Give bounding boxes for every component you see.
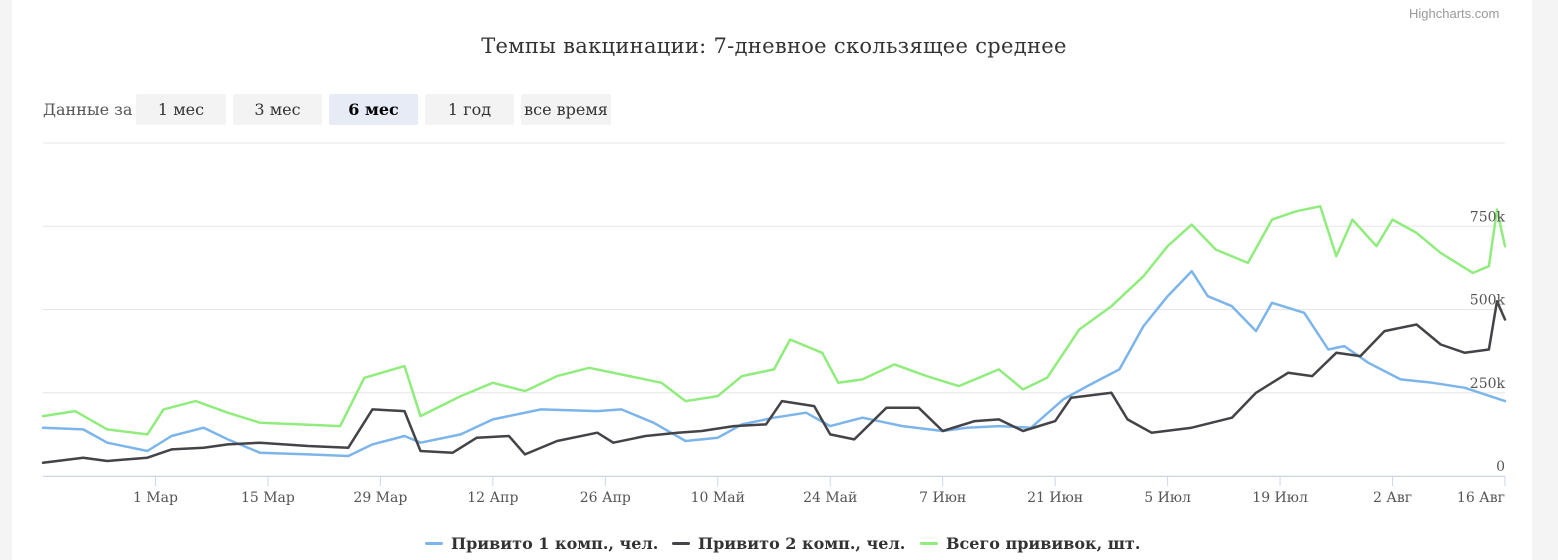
- credits-link[interactable]: Highcharts.com: [1409, 6, 1500, 21]
- chart-title: Темпы вакцинации: 7-дневное скользящее с…: [481, 34, 1067, 58]
- range-button[interactable]: 6 мес: [329, 94, 418, 125]
- legend-label: Привито 1 комп., чел.: [451, 533, 659, 553]
- series-line: [41, 299, 1507, 464]
- legend-label: Всего прививок, шт.: [946, 533, 1141, 553]
- legend-item[interactable]: Всего прививок, шт.: [920, 532, 1140, 554]
- range-button[interactable]: все время: [521, 94, 611, 125]
- x-tick-label: 7 Июн: [919, 490, 966, 506]
- x-tick-label: 16 Авг: [1457, 490, 1505, 506]
- range-selector-label: Данные за: [43, 100, 133, 119]
- range-button[interactable]: 1 мес: [136, 94, 226, 125]
- x-tick-label: 5 Июл: [1144, 490, 1191, 506]
- legend-item[interactable]: Привито 2 комп., чел.: [672, 532, 905, 554]
- x-tick-label: 10 Май: [691, 490, 745, 506]
- y-tick-label: 0: [1496, 459, 1505, 475]
- y-axis-labels: 0 250k 500k 750k: [1470, 209, 1506, 475]
- x-tick-label: 29 Мар: [353, 490, 407, 506]
- gridlines: [43, 142, 1505, 477]
- x-tick-label: 19 Июл: [1252, 490, 1308, 506]
- range-button[interactable]: 3 мес: [233, 94, 322, 125]
- x-tick-label: 2 Авг: [1373, 490, 1412, 506]
- y-tick-label: 750k: [1470, 209, 1506, 225]
- legend-item[interactable]: Привито 1 комп., чел.: [425, 532, 658, 554]
- series-line: [41, 205, 1507, 436]
- x-axis: 1 Мар 15 Мар 29 Мар 12 Апр 26 Апр 10 Май 24 Ма…: [43, 476, 1506, 506]
- x-tick-label: 24 Май: [803, 490, 857, 506]
- series-line: [41, 269, 1507, 458]
- x-tick-label: 1 Мар: [133, 490, 178, 506]
- y-tick-label: 250k: [1470, 376, 1506, 392]
- legend-swatch: [425, 541, 443, 545]
- x-tick-label: 21 Июн: [1027, 490, 1083, 506]
- chart-container: [12, 0, 1532, 560]
- legend-swatch: [672, 541, 690, 545]
- range-button[interactable]: 1 год: [425, 94, 514, 125]
- legend-swatch: [920, 541, 938, 545]
- x-tick-label: 26 Апр: [580, 490, 631, 506]
- line-chart: 0 250k 500k 750k 1 Мар 15 Мар 29 Мар 12 Апр 26 …: [41, 142, 1507, 506]
- y-tick-label: 500k: [1470, 293, 1506, 309]
- x-tick-label: 15 Мар: [241, 490, 295, 506]
- legend-label: Привито 2 комп., чел.: [698, 533, 906, 553]
- x-tick-label: 12 Апр: [467, 490, 518, 506]
- series-lines: [41, 205, 1507, 464]
